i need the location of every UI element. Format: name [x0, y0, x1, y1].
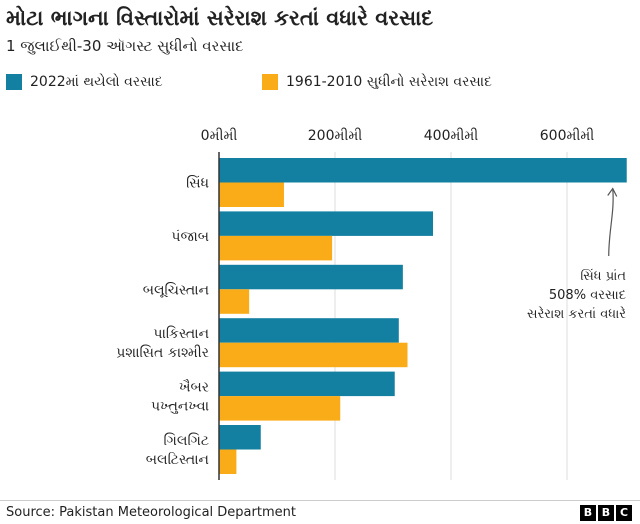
legend-label-average: 1961-2010 સુધીનો સરેરાશ વરસાદ — [286, 74, 492, 90]
annotation-text: 508% વરસાદ — [549, 288, 626, 303]
category-label: ખૈબર — [179, 378, 209, 395]
bar — [219, 158, 627, 183]
category-label: સિંધ — [186, 175, 209, 191]
bar — [219, 289, 250, 314]
bbc-logo: B B C — [580, 505, 632, 521]
category-label: પંજાબ — [171, 229, 209, 245]
bar — [219, 371, 395, 397]
annotation-text: સરેરાશ કરતાં વધારે — [527, 306, 626, 322]
chart-subtitle: 1 જુલાઈથી-30 ઑગસ્ટ સુધીનો વરસાદ — [6, 37, 244, 55]
bbc-logo-block: B — [598, 505, 614, 521]
source-note: Source: Pakistan Meteorological Departme… — [6, 505, 296, 520]
footer-divider — [0, 500, 640, 501]
bar — [219, 182, 284, 207]
category-label: બલૂચિસ્તાન — [143, 282, 209, 298]
x-tick-label: 0મીમી — [201, 128, 238, 144]
category-label: પ્રશાસિત કાશ્મીર — [116, 345, 209, 361]
bbc-logo-block: C — [616, 505, 632, 521]
bar — [219, 425, 261, 450]
bar — [219, 449, 237, 474]
bar — [219, 264, 403, 290]
rainfall-bar-chart: 0મીમી 200મીમી 400મીમી 600મીમી સિંધ પંજાબ બલૂચિ… — [116, 128, 627, 480]
bar — [219, 318, 399, 343]
legend-item-average: 1961-2010 સુધીનો સરેરાશ વરસાદ — [262, 72, 492, 92]
category-label: પાકિસ્તાન — [153, 326, 209, 342]
x-tick-label: 400મીમી — [424, 128, 479, 144]
legend-swatch-average — [262, 74, 278, 90]
x-tick-label: 600મીમી — [540, 128, 595, 144]
legend-label-2022: 2022માં થયેલો વરસાદ — [30, 74, 163, 90]
annotation-arrowhead — [607, 187, 618, 197]
category-label: ગિલગિટ — [164, 433, 210, 449]
annotation-arrow — [608, 188, 614, 257]
legend-swatch-2022 — [6, 74, 22, 90]
annotation-text: સિંધ પ્રાંત — [580, 268, 626, 284]
category-label: બલટિસ્તાન — [146, 452, 209, 468]
bar — [219, 342, 408, 368]
bar — [219, 211, 434, 236]
bar — [219, 396, 341, 421]
x-tick-label: 200મીમી — [308, 128, 363, 144]
category-label: પખ્તુનખ્વા — [151, 399, 209, 415]
legend-item-2022: 2022માં થયેલો વરસાદ — [6, 72, 163, 92]
bar — [219, 235, 333, 261]
chart-title: મોટા ભાગના વિસ્તારોમાં સરેરાશ કરતાં વધાર… — [6, 6, 434, 30]
bbc-logo-block: B — [580, 505, 596, 521]
